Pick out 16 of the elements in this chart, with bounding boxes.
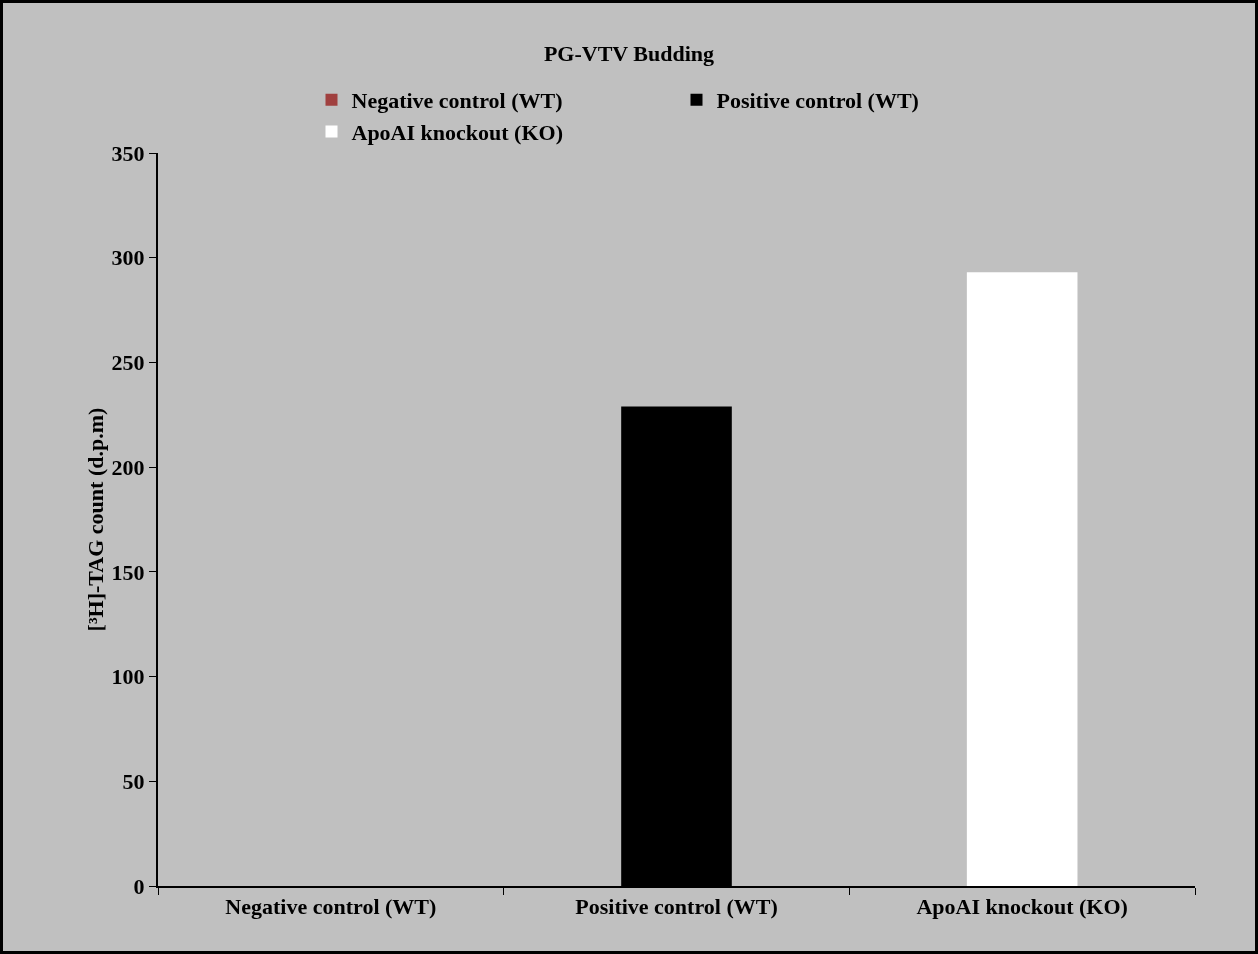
y-tick-label: 50 xyxy=(122,768,145,794)
x-tick-label: ApoAI knockout (KO) xyxy=(916,894,1128,920)
y-tick-label: 200 xyxy=(111,454,145,480)
x-tick-label: Positive control (WT) xyxy=(575,894,778,920)
y-tick-label: 350 xyxy=(111,140,145,166)
y-tick-label: 0 xyxy=(133,873,145,899)
y-tick-label: 300 xyxy=(111,245,145,271)
y-tick-label: 250 xyxy=(111,350,145,376)
chart-title: PG-VTV Budding xyxy=(543,41,715,67)
y-tick-label: 100 xyxy=(111,664,145,690)
y-tick-label: 150 xyxy=(111,559,145,585)
legend-label: Negative control (WT) xyxy=(351,88,563,114)
legend-label: ApoAI knockout (KO) xyxy=(351,119,563,145)
x-tick-label: Negative control (WT) xyxy=(225,894,437,920)
y-axis-title: [³H]-TAG count (d.p.m) xyxy=(83,407,108,632)
legend-label: Positive control (WT) xyxy=(716,88,919,114)
